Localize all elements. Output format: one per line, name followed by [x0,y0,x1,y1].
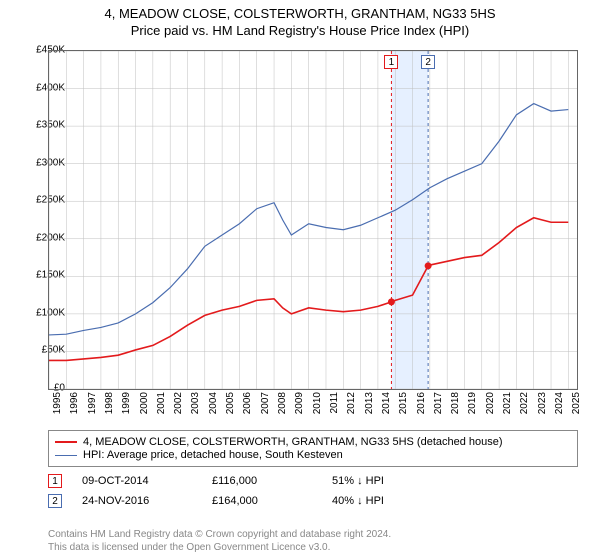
chart-subtitle: Price paid vs. HM Land Registry's House … [0,23,600,38]
title-block: 4, MEADOW CLOSE, COLSTERWORTH, GRANTHAM,… [0,0,600,38]
event-pct: 40% ↓ HPI [332,495,432,507]
footer-line: Contains HM Land Registry data © Crown c… [48,528,391,541]
event-marker-number: 2 [52,496,58,507]
event-price: £116,000 [212,475,312,487]
x-tick-label: 2000 [139,392,150,414]
footer-line: This data is licensed under the Open Gov… [48,541,391,554]
x-tick-label: 2004 [208,392,219,414]
event-date: 09-OCT-2014 [82,475,192,487]
x-tick-label: 2016 [416,392,427,414]
event-row: 2 24-NOV-2016 £164,000 40% ↓ HPI [48,494,578,508]
event-date: 24-NOV-2016 [82,495,192,507]
x-tick-label: 2012 [346,392,357,414]
legend-item: HPI: Average price, detached house, Sout… [55,449,571,461]
event-price: £164,000 [212,495,312,507]
event-table: 1 09-OCT-2014 £116,000 51% ↓ HPI 2 24-NO… [48,474,578,514]
x-tick-label: 2014 [381,392,392,414]
chart-event-marker: 2 [421,55,435,69]
event-marker-icon: 1 [48,474,62,488]
x-tick-label: 1998 [104,392,115,414]
x-tick-label: 2021 [502,392,513,414]
x-tick-label: 2002 [173,392,184,414]
x-tick-label: 1997 [87,392,98,414]
plot-svg [49,51,577,389]
plot-area: 12 [48,50,578,390]
x-tick-label: 1996 [69,392,80,414]
x-tick-label: 2013 [364,392,375,414]
event-pct: 51% ↓ HPI [332,475,432,487]
x-tick-label: 2025 [571,392,582,414]
x-tick-label: 2008 [277,392,288,414]
x-tick-label: 2010 [312,392,323,414]
legend: 4, MEADOW CLOSE, COLSTERWORTH, GRANTHAM,… [48,430,578,467]
legend-swatch [55,455,77,456]
x-tick-label: 2023 [537,392,548,414]
x-tick-label: 1995 [52,392,63,414]
x-tick-label: 2015 [398,392,409,414]
legend-swatch [55,441,77,443]
x-tick-label: 1999 [121,392,132,414]
event-row: 1 09-OCT-2014 £116,000 51% ↓ HPI [48,474,578,488]
x-tick-label: 2009 [294,392,305,414]
x-tick-label: 2005 [225,392,236,414]
x-tick-label: 2001 [156,392,167,414]
event-marker-number: 1 [52,476,58,487]
x-tick-label: 2020 [485,392,496,414]
event-marker-icon: 2 [48,494,62,508]
legend-item: 4, MEADOW CLOSE, COLSTERWORTH, GRANTHAM,… [55,436,571,448]
chart-title: 4, MEADOW CLOSE, COLSTERWORTH, GRANTHAM,… [0,6,600,21]
x-tick-label: 2006 [242,392,253,414]
x-tick-label: 2018 [450,392,461,414]
x-tick-label: 2017 [433,392,444,414]
x-tick-label: 2011 [329,392,340,414]
chart-container: 4, MEADOW CLOSE, COLSTERWORTH, GRANTHAM,… [0,0,600,560]
x-tick-label: 2024 [554,392,565,414]
x-tick-label: 2007 [260,392,271,414]
x-tick-label: 2003 [190,392,201,414]
legend-label: 4, MEADOW CLOSE, COLSTERWORTH, GRANTHAM,… [83,436,503,448]
chart-event-marker: 1 [384,55,398,69]
x-tick-label: 2019 [467,392,478,414]
x-tick-label: 2022 [519,392,530,414]
legend-label: HPI: Average price, detached house, Sout… [83,449,343,461]
footer: Contains HM Land Registry data © Crown c… [48,528,391,554]
